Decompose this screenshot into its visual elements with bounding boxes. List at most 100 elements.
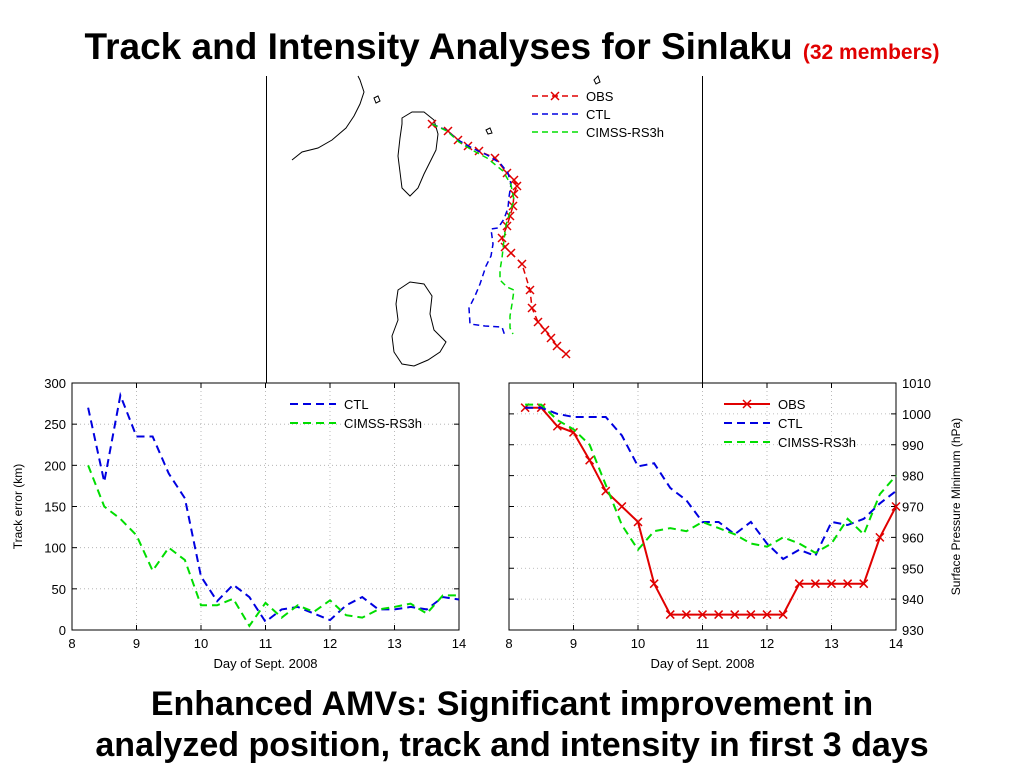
map-obs-marker xyxy=(527,303,537,313)
y-tick-label: 980 xyxy=(902,469,924,484)
x-tick-label: 11 xyxy=(696,636,710,651)
series-line-ctl xyxy=(87,391,460,624)
data-point-obs xyxy=(859,579,869,589)
x-tick-label: 9 xyxy=(133,636,140,651)
y-tick-label: 50 xyxy=(52,582,66,597)
series-line-cimss-rs3h xyxy=(87,464,459,628)
x-tick-label: 13 xyxy=(824,636,838,651)
legend-label-ctl: CTL xyxy=(344,397,369,412)
map-obs-marker xyxy=(525,285,535,295)
footer-line-2: analyzed position, track and intensity i… xyxy=(95,726,929,764)
map-obs-marker xyxy=(502,221,512,231)
small-island-1 xyxy=(373,95,381,104)
x-tick-label: 11 xyxy=(259,636,273,651)
map-obs-marker xyxy=(508,201,518,211)
slide-title-note: (32 members) xyxy=(802,41,940,64)
legend-label-obs: OBS xyxy=(778,397,806,412)
legend-marker-obs xyxy=(742,399,752,409)
footer-line-1: Enhanced AMVs: Significant improvement i… xyxy=(150,685,874,723)
y-tick-label: 250 xyxy=(44,417,66,432)
data-point-obs xyxy=(681,610,691,620)
data-point-obs xyxy=(665,610,675,620)
data-point-obs xyxy=(762,610,772,620)
x-tick-label: 8 xyxy=(68,636,75,651)
y-tick-label: 960 xyxy=(902,530,924,545)
map-obs-marker xyxy=(502,168,512,178)
luzon-island xyxy=(391,281,447,367)
y-tick-label: 150 xyxy=(44,500,66,515)
legend-label-cimss-rs3h: CIMSS-RS3h xyxy=(778,435,856,450)
taiwan-island xyxy=(397,111,439,197)
series-ctl xyxy=(525,406,897,561)
map-legend-label-ctl: CTL xyxy=(586,107,611,122)
series-ctl xyxy=(87,391,460,624)
data-point-obs xyxy=(633,517,643,527)
slide-title: Track and Intensity Analyses for Sinlaku… xyxy=(84,26,940,67)
y-tick-label: 0 xyxy=(59,623,66,638)
y-tick-label: 950 xyxy=(902,561,924,576)
map-obs-marker xyxy=(561,349,571,359)
y-tick-label: 300 xyxy=(44,376,66,391)
legend-label-ctl: CTL xyxy=(778,416,803,431)
x-tick-label: 10 xyxy=(194,636,208,651)
x-tick-label: 10 xyxy=(631,636,645,651)
data-point-obs xyxy=(714,610,724,620)
map-obs-marker xyxy=(505,211,515,221)
map-obs-marker xyxy=(509,189,519,199)
map-obs-marker xyxy=(506,248,516,258)
y-tick-label: 100 xyxy=(44,541,66,556)
x-tick-label: 8 xyxy=(505,636,512,651)
map-legend-label-cimss-rs3h: CIMSS-RS3h xyxy=(586,125,664,140)
data-point-obs xyxy=(778,610,788,620)
x-tick-label: 13 xyxy=(387,636,401,651)
coastlines xyxy=(291,75,601,367)
x-tick-label: 14 xyxy=(452,636,466,651)
map-obs-marker xyxy=(540,325,550,335)
legend-label-cimss-rs3h: CIMSS-RS3h xyxy=(344,416,422,431)
map-legend-label-obs: OBS xyxy=(586,89,614,104)
small-island-2 xyxy=(485,127,493,135)
slide-footer: Enhanced AMVs: Significant improvement i… xyxy=(0,684,1024,766)
axes: 8 9 10 11 12 13 14 0 50 100 150 200 250 300 xyxy=(44,376,466,651)
data-point-obs xyxy=(746,610,756,620)
map-obs-marker xyxy=(533,317,543,327)
map-obs-marker xyxy=(490,153,500,163)
data-point-obs xyxy=(810,579,820,589)
data-point-obs xyxy=(585,455,595,465)
data-point-obs xyxy=(730,610,740,620)
map-legend-marker xyxy=(550,91,560,101)
map-frame xyxy=(266,76,703,383)
grid xyxy=(72,383,459,630)
x-tick-label: 9 xyxy=(570,636,577,651)
x-axis-label: Day of Sept. 2008 xyxy=(213,656,317,671)
y-tick-label: 200 xyxy=(44,458,66,473)
y-tick-label: 1000 xyxy=(902,407,931,422)
map-track-cimss-rs3h xyxy=(431,123,515,335)
legend: CTL CIMSS-RS3h xyxy=(290,397,422,431)
data-point-obs xyxy=(891,501,901,512)
y-tick-label: 930 xyxy=(902,623,924,638)
data-point-obs xyxy=(794,579,804,589)
y-tick-label: 1010 xyxy=(902,376,931,391)
mainland-coast xyxy=(291,75,365,161)
map-obs-marker xyxy=(517,259,527,269)
data-point-obs xyxy=(875,532,885,542)
y-tick-label: 970 xyxy=(902,500,924,515)
y-tick-label: 990 xyxy=(902,438,924,453)
x-tick-label: 12 xyxy=(323,636,337,651)
map-legend: OBS CTL CIMSS-RS3h xyxy=(532,89,664,140)
series-obs xyxy=(520,403,901,620)
data-point-obs xyxy=(568,427,579,437)
map-obs-marker xyxy=(546,333,556,343)
y-axis-label: Track error (km) xyxy=(11,464,25,550)
map-obs-marker xyxy=(552,341,562,351)
y-tick-label: 940 xyxy=(902,592,924,607)
x-tick-label: 12 xyxy=(760,636,774,651)
series-line-ctl xyxy=(525,406,897,561)
x-tick-label: 14 xyxy=(889,636,903,651)
grid xyxy=(509,383,896,630)
x-axis-label: Day of Sept. 2008 xyxy=(650,656,754,671)
